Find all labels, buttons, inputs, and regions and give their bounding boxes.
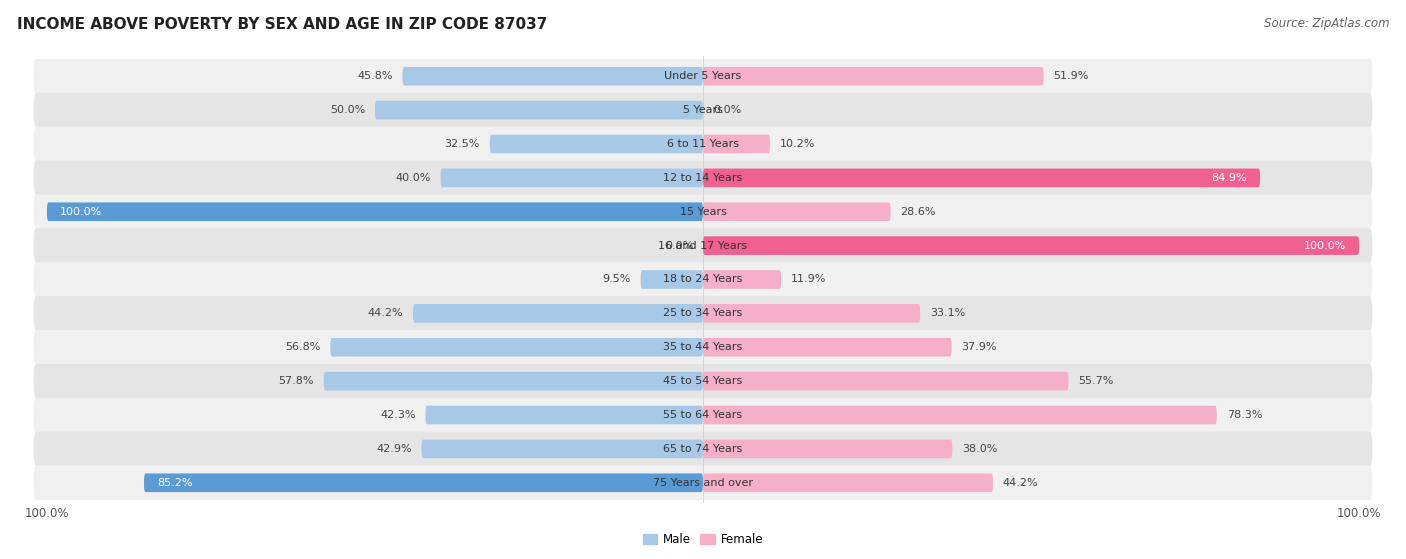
Text: 44.2%: 44.2% — [1002, 478, 1039, 488]
FancyBboxPatch shape — [703, 304, 920, 323]
FancyBboxPatch shape — [703, 406, 1216, 424]
FancyBboxPatch shape — [143, 473, 703, 492]
Text: 50.0%: 50.0% — [330, 105, 366, 115]
FancyBboxPatch shape — [703, 439, 952, 458]
FancyBboxPatch shape — [703, 270, 782, 289]
FancyBboxPatch shape — [34, 398, 1372, 432]
FancyBboxPatch shape — [703, 372, 1069, 390]
FancyBboxPatch shape — [489, 135, 703, 153]
Text: 32.5%: 32.5% — [444, 139, 479, 149]
FancyBboxPatch shape — [402, 67, 703, 86]
Text: 10.2%: 10.2% — [780, 139, 815, 149]
FancyBboxPatch shape — [703, 473, 993, 492]
Text: 35 to 44 Years: 35 to 44 Years — [664, 342, 742, 352]
FancyBboxPatch shape — [34, 466, 1372, 500]
FancyBboxPatch shape — [34, 364, 1372, 399]
Text: 9.5%: 9.5% — [602, 274, 631, 285]
Text: 0.0%: 0.0% — [713, 105, 741, 115]
Text: 75 Years and over: 75 Years and over — [652, 478, 754, 488]
FancyBboxPatch shape — [34, 59, 1372, 93]
Text: 78.3%: 78.3% — [1226, 410, 1263, 420]
FancyBboxPatch shape — [34, 93, 1372, 127]
Text: 16 and 17 Years: 16 and 17 Years — [658, 240, 748, 250]
FancyBboxPatch shape — [426, 406, 703, 424]
Text: 37.9%: 37.9% — [962, 342, 997, 352]
Text: 42.3%: 42.3% — [380, 410, 416, 420]
FancyBboxPatch shape — [34, 262, 1372, 297]
FancyBboxPatch shape — [703, 135, 770, 153]
Text: 100.0%: 100.0% — [1303, 240, 1346, 250]
FancyBboxPatch shape — [440, 169, 703, 187]
FancyBboxPatch shape — [641, 270, 703, 289]
Text: 18 to 24 Years: 18 to 24 Years — [664, 274, 742, 285]
FancyBboxPatch shape — [46, 202, 703, 221]
Text: 11.9%: 11.9% — [792, 274, 827, 285]
Text: 15 Years: 15 Years — [679, 207, 727, 217]
FancyBboxPatch shape — [703, 202, 890, 221]
Text: 85.2%: 85.2% — [157, 478, 193, 488]
Text: 6 to 11 Years: 6 to 11 Years — [666, 139, 740, 149]
FancyBboxPatch shape — [34, 330, 1372, 364]
Text: 38.0%: 38.0% — [962, 444, 997, 454]
FancyBboxPatch shape — [413, 304, 703, 323]
Legend: Male, Female: Male, Female — [638, 528, 768, 551]
FancyBboxPatch shape — [422, 439, 703, 458]
Text: 44.2%: 44.2% — [367, 309, 404, 319]
Text: 57.8%: 57.8% — [278, 376, 314, 386]
Text: Source: ZipAtlas.com: Source: ZipAtlas.com — [1264, 17, 1389, 30]
Text: 42.9%: 42.9% — [375, 444, 412, 454]
Text: 45.8%: 45.8% — [357, 71, 392, 81]
FancyBboxPatch shape — [34, 195, 1372, 229]
Text: 28.6%: 28.6% — [900, 207, 936, 217]
Text: 65 to 74 Years: 65 to 74 Years — [664, 444, 742, 454]
Text: 51.9%: 51.9% — [1053, 71, 1088, 81]
FancyBboxPatch shape — [703, 236, 1360, 255]
Text: INCOME ABOVE POVERTY BY SEX AND AGE IN ZIP CODE 87037: INCOME ABOVE POVERTY BY SEX AND AGE IN Z… — [17, 17, 547, 32]
FancyBboxPatch shape — [703, 67, 1043, 86]
FancyBboxPatch shape — [34, 432, 1372, 466]
Text: 5 Years: 5 Years — [683, 105, 723, 115]
Text: 25 to 34 Years: 25 to 34 Years — [664, 309, 742, 319]
FancyBboxPatch shape — [323, 372, 703, 390]
FancyBboxPatch shape — [703, 169, 1260, 187]
Text: Under 5 Years: Under 5 Years — [665, 71, 741, 81]
Text: 33.1%: 33.1% — [929, 309, 966, 319]
Text: 56.8%: 56.8% — [285, 342, 321, 352]
Text: 100.0%: 100.0% — [60, 207, 103, 217]
FancyBboxPatch shape — [34, 127, 1372, 161]
Text: 45 to 54 Years: 45 to 54 Years — [664, 376, 742, 386]
Text: 40.0%: 40.0% — [395, 173, 430, 183]
Text: 84.9%: 84.9% — [1212, 173, 1247, 183]
FancyBboxPatch shape — [34, 160, 1372, 195]
FancyBboxPatch shape — [34, 228, 1372, 263]
FancyBboxPatch shape — [375, 101, 703, 120]
Text: 12 to 14 Years: 12 to 14 Years — [664, 173, 742, 183]
FancyBboxPatch shape — [34, 296, 1372, 331]
Text: 55.7%: 55.7% — [1078, 376, 1114, 386]
Text: 55 to 64 Years: 55 to 64 Years — [664, 410, 742, 420]
FancyBboxPatch shape — [330, 338, 703, 357]
FancyBboxPatch shape — [703, 338, 952, 357]
Text: 0.0%: 0.0% — [665, 240, 693, 250]
